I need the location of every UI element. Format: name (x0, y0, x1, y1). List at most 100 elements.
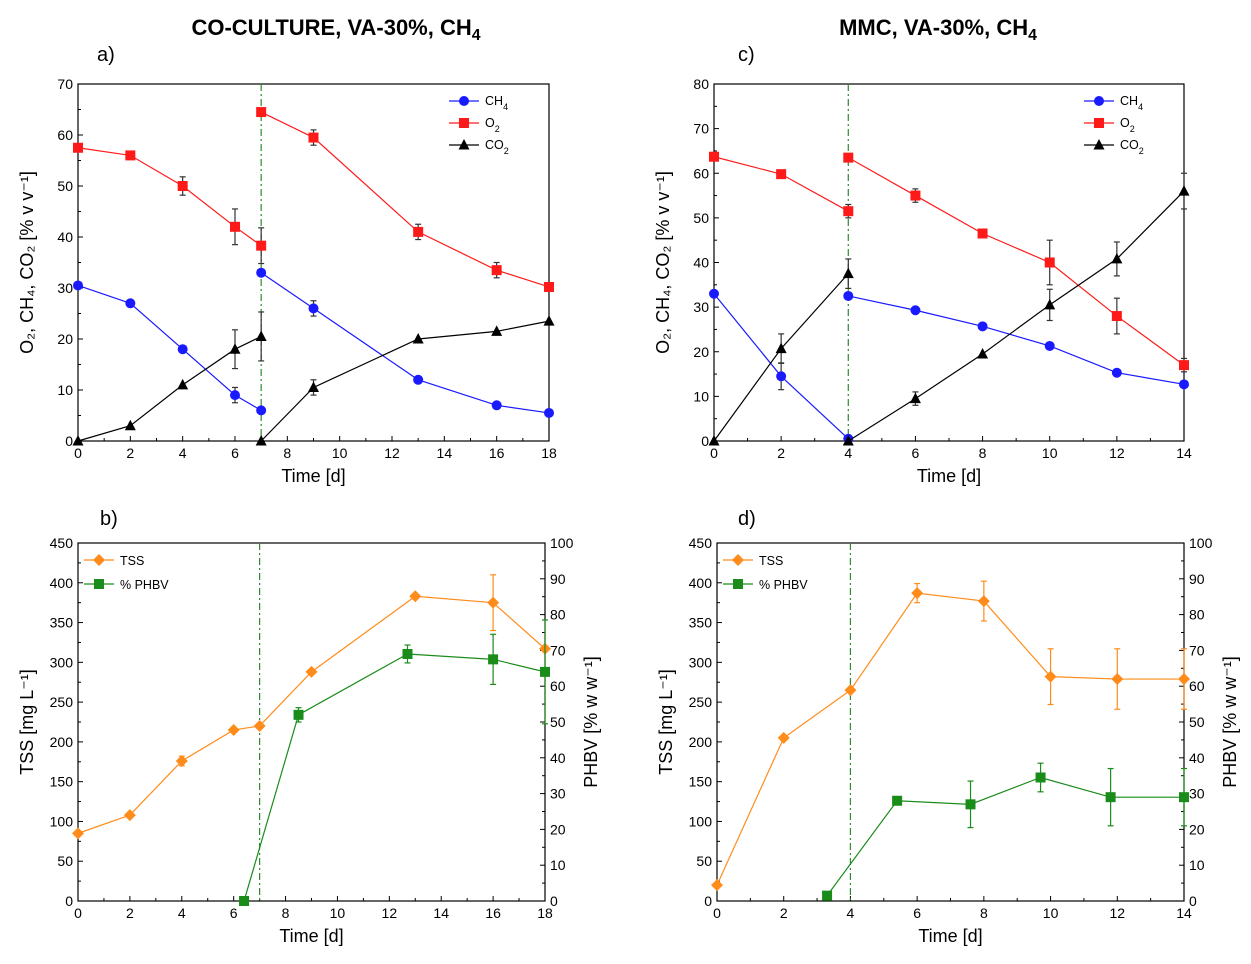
y-tick-label: 250 (689, 694, 713, 710)
y-tick-label: 40 (693, 255, 709, 271)
legend: TSS % PHBV (84, 554, 169, 592)
data-point (843, 152, 854, 163)
y2-tick-label: 10 (550, 857, 566, 873)
data-point (1111, 311, 1122, 322)
panel-d-tss-mmc: 0 2 4 6 8 10 12 1405010015020025030035040045001… (656, 508, 1240, 946)
y-tick-label: 20 (693, 344, 709, 360)
data-point (892, 795, 903, 806)
x-tick-label: 2 (780, 905, 788, 921)
x-tick-label: 4 (178, 905, 186, 921)
data-point (491, 400, 502, 411)
y-tick-label: 50 (693, 210, 709, 226)
y2-tick-label: 20 (1189, 821, 1205, 837)
data-point (842, 267, 854, 279)
panel-a-gas-coculture: 0 2 4 6 8 10 12 14 16 18 0 10 20 30 40 50 60 70 CH4 O2 CO2 Ti… (17, 15, 557, 486)
panel-c-gas-mmc: 0 2 4 6 8 10 12 14 0 10 20 30 40 50 60 70 80 CH4 O2 CO2 Time… (653, 15, 1192, 486)
y-tick-label: 0 (65, 433, 73, 449)
data-point (308, 381, 319, 392)
data-point (543, 315, 555, 326)
data-point (256, 107, 267, 118)
legend-marker (459, 96, 469, 106)
data-point (402, 648, 413, 659)
data-point (72, 435, 84, 446)
legend-marker (1094, 96, 1104, 106)
plot-frame (77, 542, 546, 902)
legend-label: CH4 (485, 94, 508, 112)
x-axis-label: Time [d] (281, 466, 345, 486)
y-tick-label: 0 (701, 433, 709, 449)
x-tick-label: 4 (844, 445, 852, 461)
data-point (1044, 257, 1055, 268)
y-tick-label: 200 (689, 734, 713, 750)
y2-tick-label: 0 (550, 893, 558, 909)
data-point (977, 347, 989, 359)
data-point (822, 890, 833, 901)
legend-label: % PHBV (120, 578, 169, 592)
data-point (977, 321, 988, 332)
data-point (123, 809, 136, 822)
x-tick-label: 12 (384, 445, 400, 461)
data-point (708, 435, 720, 446)
y2-tick-label: 40 (1189, 750, 1205, 766)
data-point (239, 896, 250, 906)
x-tick-label: 0 (74, 445, 82, 461)
y-tick-label: 10 (693, 388, 709, 404)
legend-marker (459, 118, 469, 128)
y2-tick-label: 80 (550, 607, 566, 623)
data-point (256, 267, 267, 278)
y-tick-label: 200 (50, 734, 74, 750)
y2-tick-label: 70 (1189, 642, 1205, 658)
y2-tick-label: 50 (1189, 714, 1205, 730)
data-point (1044, 670, 1057, 683)
data-point (1044, 298, 1056, 310)
data-point (1179, 360, 1189, 371)
data-point (1111, 367, 1122, 378)
legend-label: CO2 (485, 138, 509, 156)
x-tick-label: 14 (1176, 905, 1192, 921)
y-tick-label: 300 (689, 654, 713, 670)
y-tick-label: 0 (704, 893, 712, 909)
x-tick-label: 6 (913, 905, 921, 921)
data-point (977, 595, 990, 608)
y-tick-label: 50 (57, 178, 73, 194)
data-point (844, 684, 857, 697)
series-line (77, 595, 546, 834)
x-tick-label: 4 (179, 445, 187, 461)
data-point (177, 181, 188, 191)
data-point (409, 590, 422, 603)
data-point (540, 666, 550, 677)
data-point (1044, 340, 1055, 351)
series-line (716, 592, 1184, 886)
x-tick-label: 8 (283, 445, 291, 461)
legend-marker (93, 554, 105, 566)
y-tick-label: 100 (50, 813, 74, 829)
y2-tick-label: 10 (1189, 857, 1205, 873)
legend: TSS % PHBV (723, 554, 808, 592)
y-axis-label: O₂, CH₄, CO₂ [% v v⁻¹] (17, 171, 37, 354)
legend-label: O2 (1120, 116, 1135, 134)
data-point (544, 281, 554, 292)
data-point (73, 142, 83, 153)
panel-letter: a) (97, 44, 115, 66)
y-tick-label: 450 (50, 535, 74, 551)
x-tick-label: 18 (537, 905, 553, 921)
data-point (1178, 673, 1190, 686)
series-line (713, 156, 849, 212)
data-point (175, 754, 188, 767)
series-line (260, 111, 550, 288)
x-tick-label: 2 (777, 445, 785, 461)
data-point (910, 305, 921, 316)
legend-marker (733, 579, 743, 589)
x-tick-label: 16 (489, 445, 505, 461)
series-line (847, 157, 1185, 366)
x-tick-label: 12 (1109, 445, 1125, 461)
y-tick-label: 70 (57, 76, 73, 92)
x-tick-label: 0 (710, 445, 718, 461)
x-tick-label: 18 (541, 445, 557, 461)
data-point (1035, 772, 1046, 783)
x-tick-label: 12 (382, 905, 398, 921)
data-point (125, 298, 136, 309)
legend: CH4 O2 CO2 (449, 94, 509, 156)
legend-label: % PHBV (759, 578, 808, 592)
y2-tick-label: 60 (1189, 678, 1205, 694)
